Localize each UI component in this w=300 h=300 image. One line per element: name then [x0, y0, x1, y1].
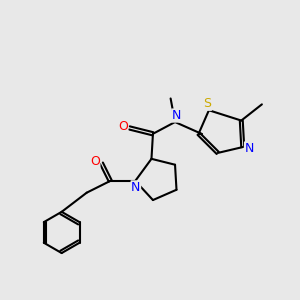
- Text: O: O: [90, 155, 100, 168]
- Text: N: N: [131, 181, 141, 194]
- Text: N: N: [244, 142, 254, 155]
- Text: O: O: [118, 120, 128, 133]
- Text: N: N: [172, 109, 181, 122]
- Text: S: S: [203, 97, 211, 110]
